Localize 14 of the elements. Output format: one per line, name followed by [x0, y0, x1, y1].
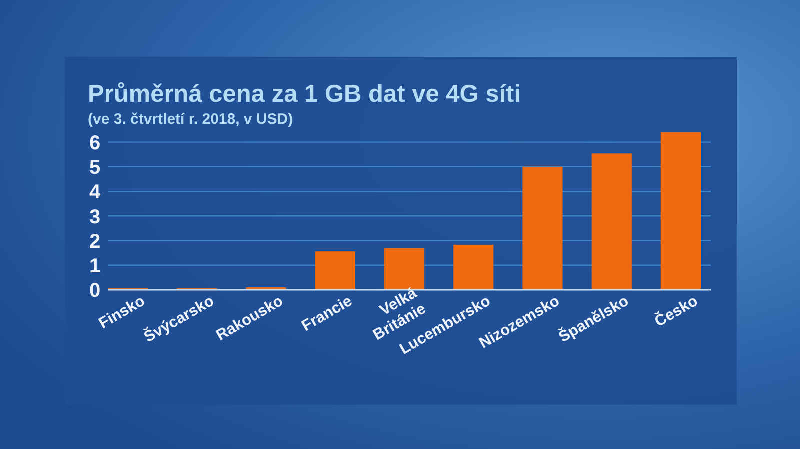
bar [315, 252, 356, 290]
y-tick-label: 2 [89, 230, 101, 253]
chart-subtitle: (ve 3. čtvrtletí r. 2018, v USD) [88, 111, 294, 128]
y-tick-label: 0 [89, 280, 101, 302]
y-tick-label: 5 [89, 157, 101, 180]
bar [660, 132, 701, 290]
y-tick-label: 3 [89, 206, 101, 228]
y-tick-label: 6 [89, 132, 101, 155]
y-tick-label: 1 [89, 256, 101, 278]
bar [592, 154, 632, 290]
chart-title: Průměrná cena za 1 GB dat ve 4G síti [88, 81, 522, 108]
bar [454, 244, 494, 290]
y-tick-label: 4 [89, 182, 102, 204]
bar [522, 166, 563, 290]
